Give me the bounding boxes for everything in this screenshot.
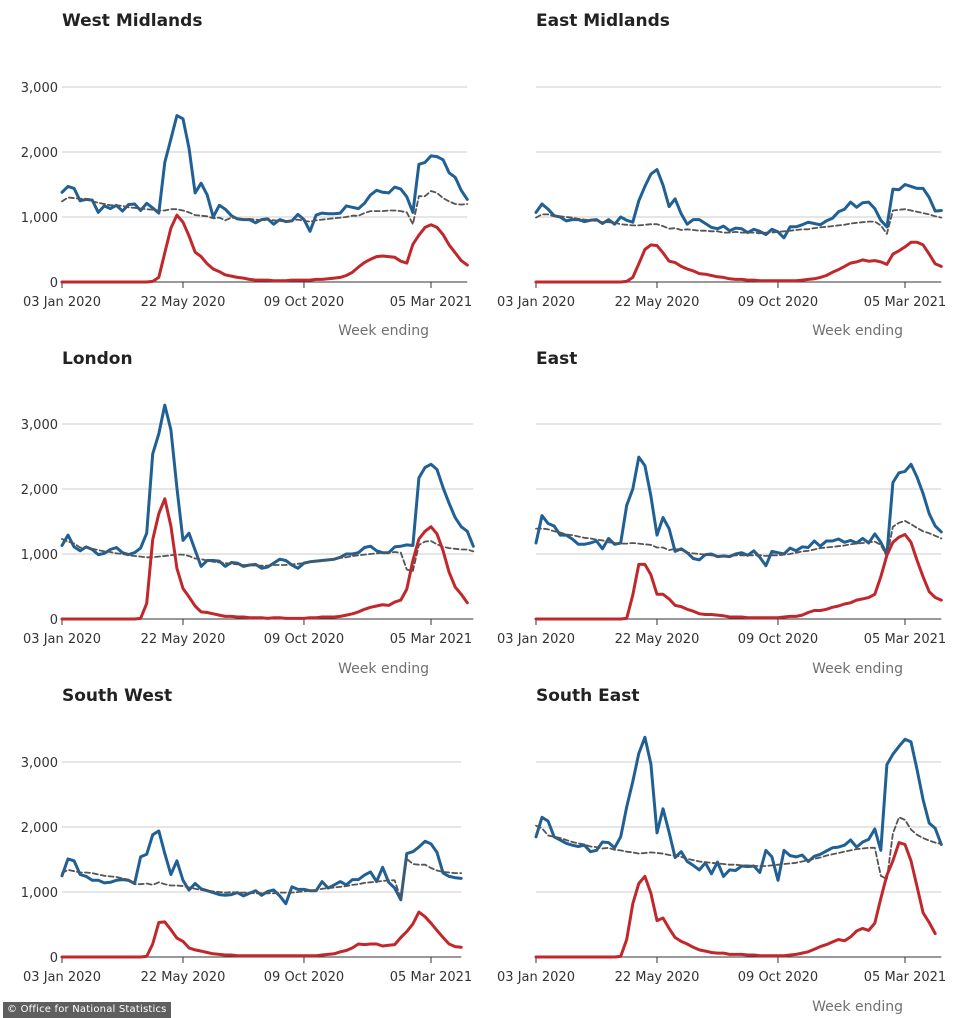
- x-tick-label: 03 Jan 2020: [23, 632, 101, 647]
- y-tick-label: 2,000: [21, 483, 58, 498]
- x-tick-label: 09 Oct 2020: [264, 970, 344, 985]
- series-line-covid-19-deaths: [60, 213, 469, 284]
- panel-south-west: South West 0 1,000 2,000 3,000 03 Jan 2020 22 …: [21, 686, 472, 985]
- x-tick-label: 05 Mar 2021: [864, 632, 946, 647]
- series-line-five-year-average: [61, 190, 469, 226]
- x-axis-label: Week ending: [812, 323, 903, 339]
- y-tick-label: 3,000: [21, 81, 58, 96]
- x-tick-label: 09 Oct 2020: [264, 295, 344, 310]
- x-tick-label: 09 Oct 2020: [738, 632, 818, 647]
- panel-title: South East: [536, 686, 640, 706]
- x-tick-label: 22 May 2020: [141, 632, 226, 647]
- x-tick-label: 22 May 2020: [141, 295, 226, 310]
- series-line-five-year-average: [61, 858, 463, 900]
- x-tick-label: 22 May 2020: [615, 632, 700, 647]
- x-tick-label: 05 Mar 2021: [864, 295, 946, 310]
- series-line-all-deaths: [60, 403, 475, 570]
- y-tick-label: 3,000: [21, 418, 58, 433]
- x-tick-label: 03 Jan 2020: [497, 295, 575, 310]
- y-tick-label: 1,000: [21, 548, 58, 563]
- x-tick-label: 22 May 2020: [141, 970, 226, 985]
- source-credit: © Office for National Statistics: [3, 1002, 171, 1018]
- x-tick-label: 03 Jan 2020: [23, 295, 101, 310]
- x-tick-label: 05 Mar 2021: [390, 295, 472, 310]
- series-line-all-deaths: [534, 735, 943, 882]
- series-line-five-year-average: [61, 538, 475, 572]
- x-tick-label: 05 Mar 2021: [864, 970, 946, 985]
- y-tick-label: 2,000: [21, 821, 58, 836]
- y-tick-label: 0: [50, 613, 58, 628]
- panel-title: East Midlands: [536, 11, 670, 31]
- panel-title: South West: [62, 686, 172, 706]
- x-tick-label: 05 Mar 2021: [390, 632, 472, 647]
- y-tick-label: 1,000: [21, 211, 58, 226]
- panel-title: London: [62, 349, 133, 369]
- x-tick-label: 09 Oct 2020: [738, 970, 818, 985]
- series-line-all-deaths: [534, 168, 943, 240]
- y-tick-label: 3,000: [21, 756, 58, 771]
- panel-west-midlands: West Midlands 0 1,000 2,000 3,000 03 Jan 2020…: [21, 11, 472, 339]
- series-line-five-year-average: [535, 816, 943, 880]
- series-line-five-year-average: [535, 520, 943, 558]
- series-line-five-year-average: [535, 208, 943, 235]
- x-tick-label: 03 Jan 2020: [497, 970, 575, 985]
- panel-title: West Midlands: [62, 11, 202, 31]
- series-line-covid-19-deaths: [534, 533, 943, 621]
- y-tick-label: 0: [50, 951, 58, 966]
- x-tick-label: 09 Oct 2020: [264, 632, 344, 647]
- x-axis-label: Week ending: [338, 661, 429, 677]
- x-tick-label: 03 Jan 2020: [497, 632, 575, 647]
- series-line-all-deaths: [534, 455, 943, 568]
- series-line-covid-19-deaths: [60, 910, 463, 959]
- x-axis-label: Week ending: [338, 323, 429, 339]
- x-tick-label: 22 May 2020: [615, 295, 700, 310]
- x-tick-label: 22 May 2020: [615, 970, 700, 985]
- x-tick-label: 03 Jan 2020: [23, 970, 101, 985]
- series-line-covid-19-deaths: [60, 497, 469, 621]
- series-line-all-deaths: [60, 114, 469, 233]
- x-tick-label: 09 Oct 2020: [738, 295, 818, 310]
- panel-london: London 0 1,000 2,000 3,000 03 Jan 2020 22 May …: [21, 349, 475, 677]
- x-axis-label: Week ending: [812, 999, 903, 1015]
- y-tick-label: 2,000: [21, 146, 58, 161]
- panel-east: East 03 Jan 2020 22 May 2020 09 Oct 2020 05 …: [497, 349, 946, 677]
- y-tick-label: 1,000: [21, 886, 58, 901]
- panel-east-midlands: East Midlands 03 Jan 2020 22 May 2020 09 Oc…: [497, 11, 946, 339]
- panel-south-east: South East 03 Jan 2020 22 May 2020 09 Oct 2…: [497, 686, 946, 1015]
- x-tick-label: 05 Mar 2021: [390, 970, 472, 985]
- panel-title: East: [536, 349, 577, 369]
- series-line-covid-19-deaths: [534, 240, 943, 284]
- series-line-covid-19-deaths: [534, 841, 937, 959]
- y-tick-label: 0: [50, 276, 58, 291]
- x-axis-label: Week ending: [812, 661, 903, 677]
